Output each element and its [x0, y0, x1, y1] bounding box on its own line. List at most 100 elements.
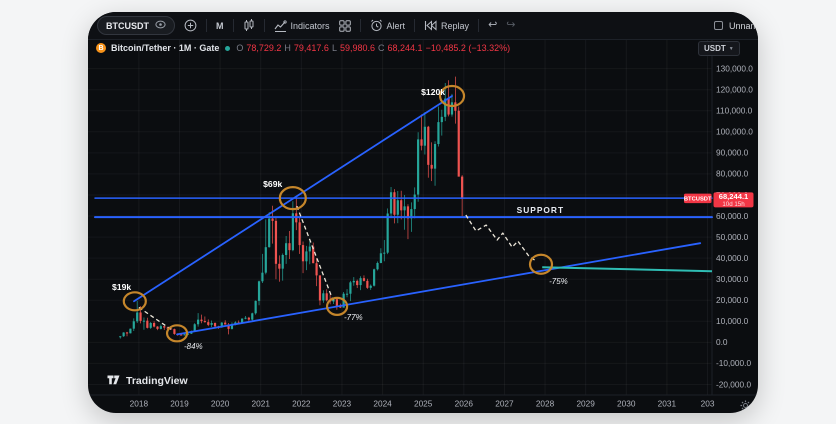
high-label: H	[284, 43, 291, 53]
bitcoin-icon: B	[96, 43, 106, 53]
undo-icon: ↩	[488, 19, 498, 31]
interval-button[interactable]: M	[216, 21, 224, 31]
toolbar-divider	[232, 19, 234, 32]
indicators-icon	[274, 19, 287, 32]
circle-top-2017[interactable]	[122, 291, 147, 312]
target-ray[interactable]	[542, 266, 713, 273]
top-toolbar: BTCUSDT M	[88, 12, 758, 40]
legend-ohlc: O 78,729.2 H 79,417.6 L 59,980.6 C 68,24…	[236, 43, 510, 53]
bottoms-trendline[interactable]	[176, 242, 702, 336]
annotation-label: -75%	[549, 277, 568, 286]
svg-text:2027: 2027	[495, 399, 514, 409]
svg-text:50,000.0: 50,000.0	[716, 232, 749, 242]
candles	[119, 76, 464, 339]
close-value: 68,244.1	[387, 43, 423, 53]
chart-legend[interactable]: B Bitcoin/Tether · 1M · Gate O 78,729.2 …	[96, 43, 510, 53]
svg-text:2018: 2018	[130, 399, 149, 409]
gear-icon[interactable]	[740, 398, 751, 413]
replay-label: Replay	[441, 20, 470, 31]
alert-button[interactable]: Alert	[370, 19, 406, 32]
axis-price-badge	[713, 192, 754, 208]
alarm-clock-icon	[370, 19, 383, 32]
toolbar-divider	[359, 19, 361, 32]
svg-text:2019: 2019	[170, 399, 189, 409]
indicators-label: Indicators	[290, 20, 330, 31]
annotation-label: -77%	[344, 313, 363, 322]
open-label: O	[236, 43, 244, 53]
svg-text:90,000.0: 90,000.0	[716, 148, 749, 158]
undo-button[interactable]: ↩	[488, 20, 497, 31]
toolbar-divider	[206, 19, 207, 32]
svg-text:2028: 2028	[536, 399, 555, 409]
symbol-label: BTCUSDT	[106, 20, 149, 31]
svg-text:10d 15h: 10d 15h	[722, 201, 745, 208]
chevron-down-icon: ▼	[728, 45, 734, 52]
circle-bottom-2022[interactable]	[325, 296, 349, 316]
circle-bottom-2018[interactable]	[165, 324, 189, 343]
grid-layout-icon	[338, 19, 351, 32]
svg-text:2023: 2023	[333, 399, 352, 409]
svg-text:BTCUSDT: BTCUSDT	[684, 196, 712, 202]
low-value: 59,980.6	[339, 43, 376, 53]
time-axis: 2018 2019 2020 2021 2022 2023 2024 2025 2026 2027…	[130, 399, 715, 409]
circle-top-2025[interactable]	[438, 84, 466, 108]
toolbar-divider	[414, 19, 416, 32]
market-status-dot	[225, 45, 231, 51]
price-axis: 130,000.0 120,000.0 110,000.0 100,000.0 90,0…	[716, 63, 753, 389]
candlestick-icon	[243, 19, 255, 32]
redo-button[interactable]: ↪	[506, 20, 515, 31]
interval-label: M	[216, 20, 224, 31]
svg-text:-20,000.0: -20,000.0	[716, 379, 751, 389]
symbol-search-button[interactable]: BTCUSDT	[97, 16, 175, 35]
alert-label: Alert	[386, 20, 406, 31]
svg-text:2022: 2022	[292, 399, 311, 409]
svg-text:68,244.1: 68,244.1	[719, 192, 749, 201]
svg-text:2029: 2029	[576, 399, 595, 409]
compare-button[interactable]	[184, 19, 197, 32]
chart-style-button[interactable]	[243, 19, 255, 32]
drop-2022[interactable]	[296, 205, 334, 301]
toolbar-divider	[478, 19, 480, 32]
svg-text:10,000.0: 10,000.0	[716, 316, 749, 326]
high-value: 79,417.6	[293, 43, 329, 53]
svg-text:2025: 2025	[414, 399, 433, 409]
toolbar-divider	[263, 19, 265, 32]
svg-text:2030: 2030	[617, 399, 636, 409]
svg-text:20,000.0: 20,000.0	[716, 295, 749, 305]
layout-checkbox-icon[interactable]	[713, 21, 723, 30]
circle-top-2021[interactable]	[278, 186, 307, 211]
symbol-price-flag	[684, 193, 712, 204]
svg-text:2024: 2024	[373, 399, 392, 409]
close-label: C	[378, 43, 385, 53]
tradingview-logo[interactable]: TradingView	[107, 373, 188, 389]
toolbar-right-group: Unnam	[713, 20, 758, 31]
change-value: −10,485.2 (−13.32%)	[425, 43, 511, 53]
svg-text:100,000.0: 100,000.0	[716, 127, 753, 137]
indicators-button[interactable]: Indicators	[274, 19, 330, 32]
svg-text:120,000.0: 120,000.0	[716, 84, 753, 94]
layout-templates-button[interactable]	[338, 19, 351, 32]
layout-name-label[interactable]: Unnam	[728, 20, 758, 31]
price-chart-canvas[interactable]: 130,000.0 120,000.0 110,000.0 100,000.0 90,0…	[88, 40, 758, 413]
svg-text:110,000.0: 110,000.0	[716, 106, 753, 116]
svg-text:2031: 2031	[658, 399, 677, 409]
svg-text:30,000.0: 30,000.0	[716, 274, 749, 284]
svg-text:2021: 2021	[251, 399, 270, 409]
svg-text:-10,000.0: -10,000.0	[716, 358, 751, 368]
svg-text:40,000.0: 40,000.0	[716, 253, 749, 263]
compare-plus-icon	[184, 19, 197, 32]
projected-path[interactable]	[465, 214, 537, 262]
open-value: 78,729.2	[246, 43, 282, 53]
annotation-label: $19k	[112, 282, 131, 292]
annotation-label: SUPPORT	[517, 205, 565, 215]
currency-toggle-button[interactable]: USDT ▼	[698, 41, 740, 56]
eye-icon	[155, 20, 166, 31]
replay-button[interactable]: Replay	[424, 20, 469, 31]
svg-text:2020: 2020	[211, 399, 230, 409]
tradingview-wordmark: TradingView	[126, 375, 188, 387]
svg-text:130,000.0: 130,000.0	[716, 63, 753, 73]
circle-target-2027[interactable]	[528, 253, 554, 275]
svg-text:203: 203	[701, 399, 715, 409]
